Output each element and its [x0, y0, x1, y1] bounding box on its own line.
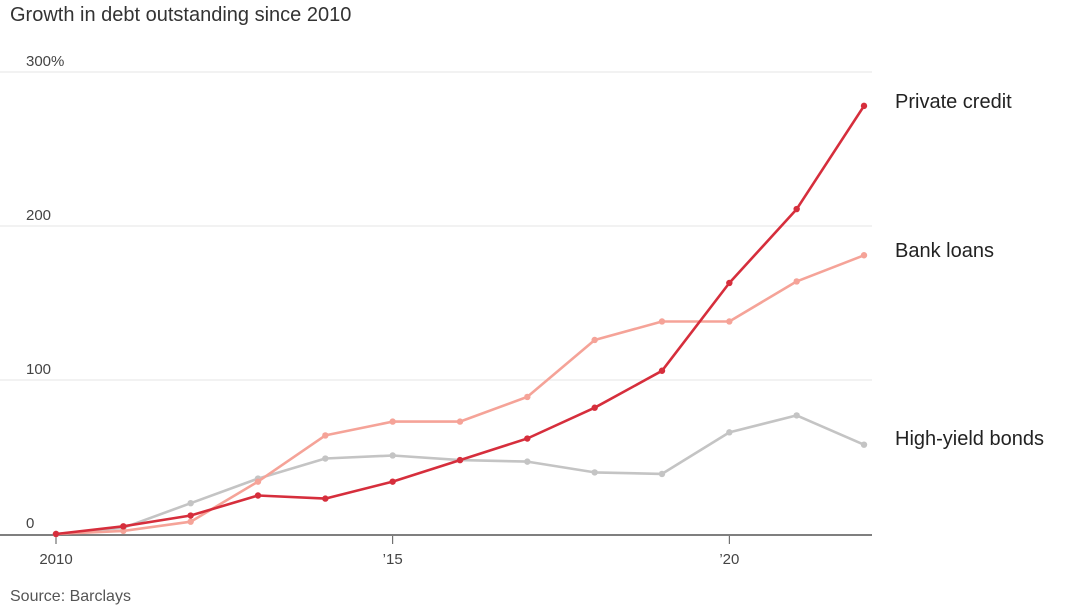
data-point — [389, 452, 396, 459]
data-point — [726, 318, 733, 325]
y-tick-label: 300% — [26, 53, 64, 70]
data-point — [254, 492, 262, 499]
data-point — [524, 435, 531, 442]
data-point — [52, 530, 60, 538]
data-point — [591, 404, 598, 411]
series-line — [54, 254, 866, 536]
y-tick-label: 0 — [26, 515, 34, 532]
series-line — [54, 414, 866, 536]
x-tick-label: ’15 — [383, 551, 403, 568]
data-point — [524, 393, 531, 401]
data-point — [322, 455, 329, 462]
x-tick-label: ’20 — [719, 551, 739, 568]
series-line — [54, 104, 866, 536]
grid-lines — [0, 71, 872, 381]
data-point — [187, 512, 194, 519]
data-point — [658, 470, 666, 478]
data-point — [187, 518, 194, 525]
data-point — [726, 279, 733, 287]
data-point — [524, 458, 531, 465]
x-axis: 2010 ’15 ’20 — [0, 534, 872, 568]
data-point — [591, 336, 598, 344]
data-point — [726, 429, 733, 436]
source-note: Source: Barclays — [10, 588, 131, 605]
data-point — [591, 469, 598, 476]
data-point — [120, 527, 127, 535]
data-point — [254, 478, 262, 485]
y-tick-label: 100 — [26, 361, 51, 378]
data-point — [389, 418, 396, 425]
y-tick-label: 200 — [26, 207, 51, 224]
data-point — [658, 367, 666, 374]
chart-title: Growth in debt outstanding since 2010 — [10, 4, 352, 26]
data-point — [456, 456, 464, 464]
data-point — [793, 412, 800, 419]
data-point — [860, 102, 868, 110]
data-point — [793, 205, 800, 213]
series-label: Private credit — [895, 91, 1012, 113]
data-point — [456, 418, 464, 425]
x-tick-label: 2010 — [39, 551, 72, 568]
series-labels: High-yield bonds Bank loans Private credit — [895, 91, 1044, 450]
data-point — [860, 441, 868, 448]
series-label: High-yield bonds — [895, 428, 1044, 450]
data-point — [389, 478, 396, 485]
data-point — [322, 432, 329, 439]
data-point — [322, 495, 329, 502]
y-axis-ticks: 0 100 200 300% — [26, 53, 64, 532]
series-lines — [52, 102, 868, 538]
data-point — [120, 523, 127, 530]
data-point — [793, 278, 800, 285]
series-label: Bank loans — [895, 240, 994, 262]
data-point — [860, 252, 868, 259]
data-point — [187, 500, 194, 507]
data-point — [658, 318, 666, 325]
